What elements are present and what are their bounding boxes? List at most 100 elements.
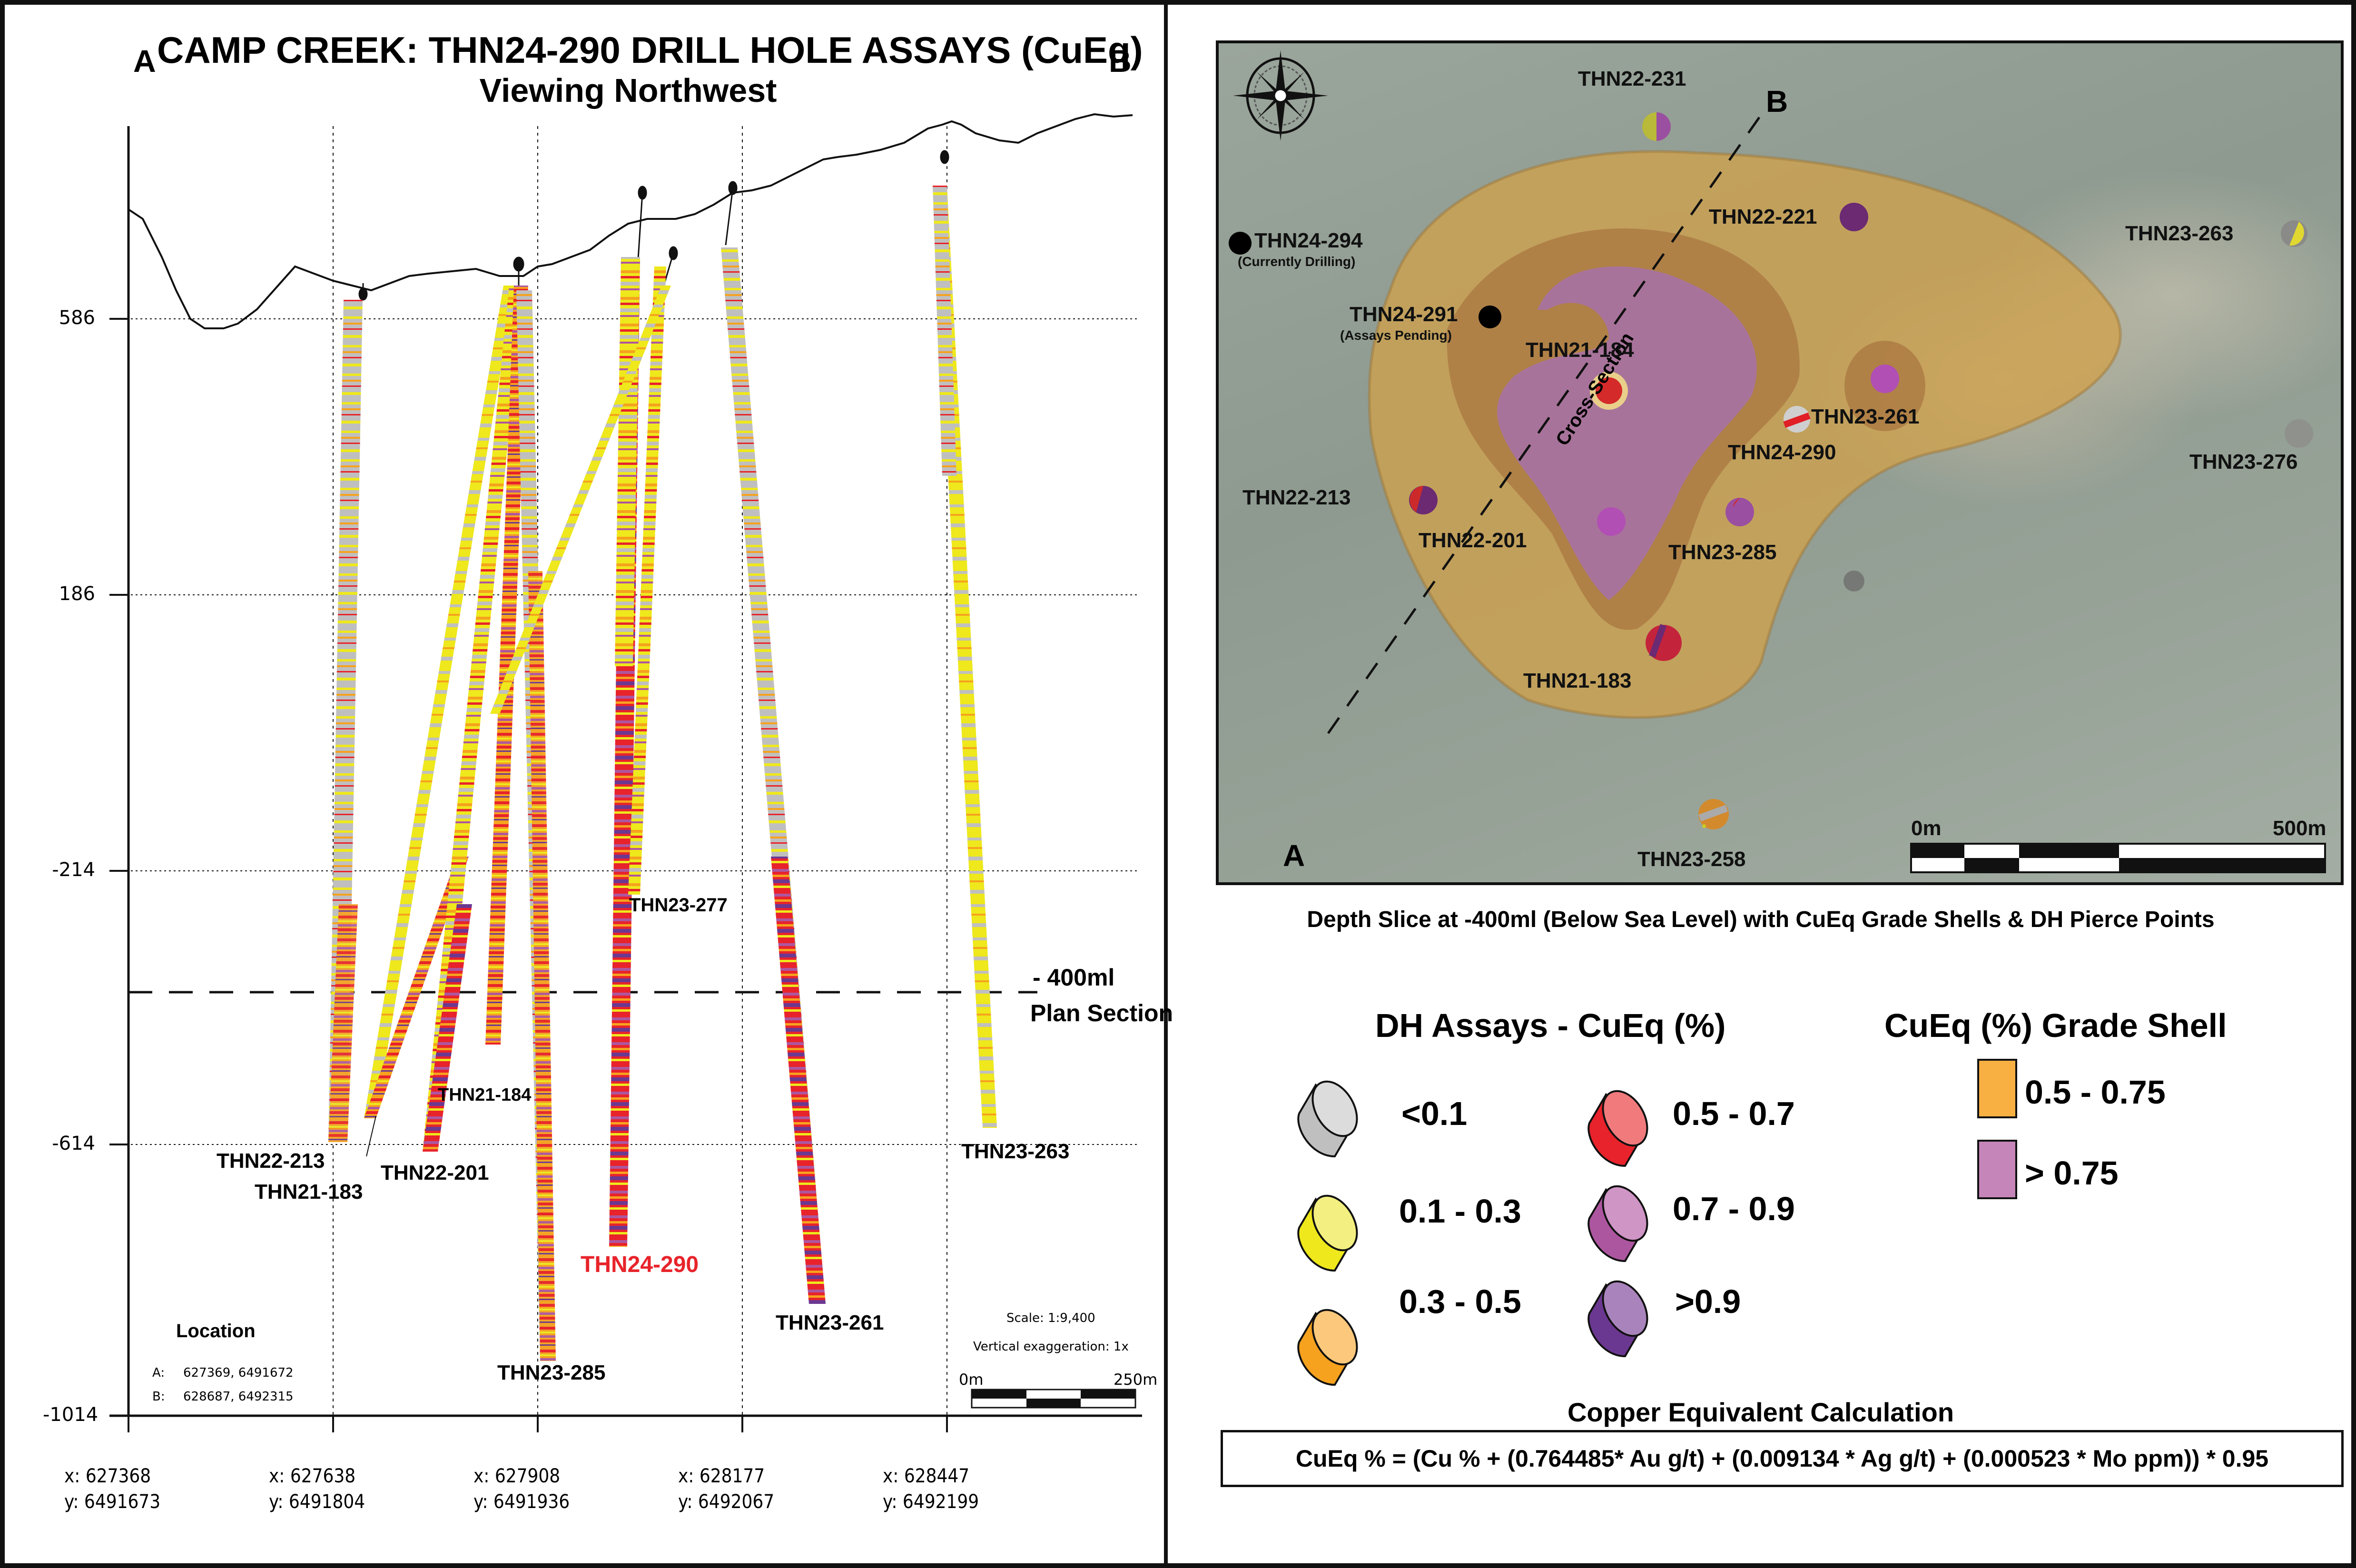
section-start-letter: A xyxy=(133,43,156,79)
map-label-thn23-258: THN23-258 xyxy=(1637,848,1746,871)
hole-label-thn24-290: THN24-290 xyxy=(581,1252,699,1277)
map-label-thn22-201: THN22-201 xyxy=(1419,529,1527,552)
legend-shell-label-high: > 0.75 xyxy=(2025,1154,2119,1192)
x-tick-5: x: 628447 y: 6492199 xyxy=(883,1463,979,1515)
hole-label-thn23-263: THN23-263 xyxy=(961,1140,1070,1163)
map-label-thn23-261: THN23-261 xyxy=(1811,405,1920,428)
x-tick-4-northing: y: 6492067 xyxy=(678,1491,775,1513)
x-tick-2-easting: x: 627638 xyxy=(269,1465,356,1487)
legend-assays-icons-right xyxy=(1587,1090,1648,1358)
legend-shell-label-low: 0.5 - 0.75 xyxy=(2025,1074,2166,1111)
section-scale-start: 0m xyxy=(959,1371,984,1389)
map-scale-start: 0m xyxy=(1911,817,1942,840)
plan-line-label: Plan Section xyxy=(1030,1000,1173,1026)
hole-label-thn21-184: THN21-184 xyxy=(438,1085,532,1105)
x-tick-5-easting: x: 628447 xyxy=(883,1465,970,1487)
legend-assays-title: DH Assays - CuEq (%) xyxy=(1375,1007,1726,1044)
map-caption: Depth Slice at -400ml (Below Sea Level) … xyxy=(1307,907,2215,932)
map-label-thn21-184: THN21-184 xyxy=(1526,338,1634,362)
x-tick-2: x: 627638 y: 6491804 xyxy=(269,1463,365,1515)
formula-box: CuEq % = (Cu % + (0.764485* Au g/t) + (0… xyxy=(1221,1430,2344,1487)
location-b-label: B: xyxy=(152,1390,165,1404)
cylinder-icon-0-7-0-9 xyxy=(1587,1185,1648,1262)
hole-label-thn23-277: THN23-277 xyxy=(629,895,728,916)
section-vertical-exaggeration: Vertical exaggeration: 1x xyxy=(973,1340,1129,1354)
hole-label-thn23-285: THN23-285 xyxy=(497,1361,606,1384)
map-label-thn21-183: THN21-183 xyxy=(1523,669,1632,692)
x-tick-2-northing: y: 6491804 xyxy=(269,1491,365,1513)
y-tick-minus-214: -214 xyxy=(52,859,95,881)
legend-assays-label-gt-0-9: >0.9 xyxy=(1675,1283,1741,1320)
formula-title: Copper Equivalent Calculation xyxy=(1567,1397,1954,1427)
drill-trace-thn21-184 xyxy=(485,286,528,1045)
x-tick-1-easting: x: 627368 xyxy=(64,1465,151,1487)
cylinder-icon-0-3-0-5 xyxy=(1297,1309,1358,1386)
cylinder-icon-gt-0-9 xyxy=(1587,1280,1648,1358)
section-scale-text: Scale: 1:9,400 xyxy=(1006,1311,1095,1325)
legend-shell-title: CuEq (%) Grade Shell xyxy=(1884,1007,2227,1044)
plan-line-elevation-label: - 400ml xyxy=(1033,964,1115,991)
section-scale-end: 250m xyxy=(1114,1371,1158,1389)
map-label-thn23-285: THN23-285 xyxy=(1668,541,1777,564)
x-tick-3: x: 627908 y: 6491936 xyxy=(473,1463,570,1515)
drill-trace-thn22-213 xyxy=(328,300,363,1142)
legend-assays-icons-left xyxy=(1297,1080,1358,1386)
hole-label-thn22-201: THN22-201 xyxy=(381,1161,489,1184)
location-a-label: A: xyxy=(152,1366,165,1380)
map-label-thn22-213: THN22-213 xyxy=(1242,486,1351,509)
x-tick-1: x: 627368 y: 6491673 xyxy=(64,1463,160,1515)
location-title: Location xyxy=(176,1321,256,1341)
map-start-letter: A xyxy=(1283,838,1305,873)
x-tick-3-northing: y: 6491936 xyxy=(473,1491,570,1513)
map-note-thn24-294: (Currently Drilling) xyxy=(1238,254,1356,269)
hole-label-thn21-183: THN21-183 xyxy=(255,1180,363,1203)
x-tick-5-northing: y: 6492199 xyxy=(883,1491,979,1513)
x-tick-4: x: 628177 y: 6492067 xyxy=(678,1463,774,1515)
x-tick-4-easting: x: 628177 xyxy=(678,1465,765,1487)
legend-shell-swatch-high xyxy=(1977,1140,2017,1199)
legend-assays-label-0-5-0-7: 0.5 - 0.7 xyxy=(1673,1095,1795,1132)
x-tick-3-easting: x: 627908 xyxy=(473,1465,561,1487)
y-tick-586: 586 xyxy=(59,307,95,329)
section-end-letter: B xyxy=(1109,43,1132,79)
map-label-thn22-231: THN22-231 xyxy=(1578,67,1686,90)
map-label-thn24-290: THN24-290 xyxy=(1728,441,1836,464)
grade-shell-high xyxy=(1497,266,1757,600)
map-label-thn24-291: THN24-291 xyxy=(1350,303,1458,326)
y-tick-186: 186 xyxy=(59,583,95,605)
location-b-value: 628687, 6492315 xyxy=(183,1390,294,1404)
pierce-points xyxy=(1229,112,2313,829)
hole-label-thn23-261: THN23-261 xyxy=(776,1311,884,1334)
map-label-thn23-276: THN23-276 xyxy=(2189,450,2298,473)
legend-assays-label-lt-0-1: <0.1 xyxy=(1401,1095,1468,1132)
map-scale-end: 500m xyxy=(2273,817,2326,840)
y-tick-minus-1014: -1014 xyxy=(43,1404,99,1426)
map-note-thn24-291: (Assays Pending) xyxy=(1340,328,1452,343)
legend-shell-swatch-low xyxy=(1977,1059,2017,1118)
drill-trace-thn21-183 xyxy=(364,286,515,1118)
legend-assays-label-0-3-0-5: 0.3 - 0.5 xyxy=(1399,1283,1521,1320)
x-tick-1-northing: y: 6491673 xyxy=(64,1491,161,1513)
section-scale-bar xyxy=(971,1389,1136,1409)
drill-trace-thn23-277 xyxy=(628,266,666,895)
hole-label-thn22-213: THN22-213 xyxy=(217,1149,325,1173)
section-title: CAMP CREEK: THN24-290 DRILL HOLE ASSAYS … xyxy=(157,29,1143,71)
drill-trace-thn22-201 xyxy=(423,286,523,1152)
cylinder-icon-lt-0-1 xyxy=(1297,1080,1358,1158)
cylinder-icon-0-1-0-3 xyxy=(1297,1194,1358,1272)
y-tick-minus-614: -614 xyxy=(52,1133,95,1154)
legend-assays-label-0-1-0-3: 0.1 - 0.3 xyxy=(1399,1193,1521,1230)
map-label-thn24-294: THN24-294 xyxy=(1254,229,1363,252)
map-label-thn23-263: THN23-263 xyxy=(2125,222,2234,245)
location-a-value: 627369, 6491672 xyxy=(183,1366,294,1380)
compass-rose-icon xyxy=(1233,50,1328,141)
cross-section-plot xyxy=(109,113,1142,1432)
panel-divider xyxy=(1164,0,1168,1568)
cross-section-line xyxy=(1327,114,1763,734)
map-end-letter: B xyxy=(1766,84,1788,118)
formula-text: CuEq % = (Cu % + (0.764485* Au g/t) + (0… xyxy=(1295,1445,2269,1472)
map-label-thn22-221: THN22-221 xyxy=(1709,205,1817,228)
section-subtitle: Viewing Northwest xyxy=(479,72,777,109)
cylinder-icon-0-5-0-7 xyxy=(1587,1090,1648,1167)
